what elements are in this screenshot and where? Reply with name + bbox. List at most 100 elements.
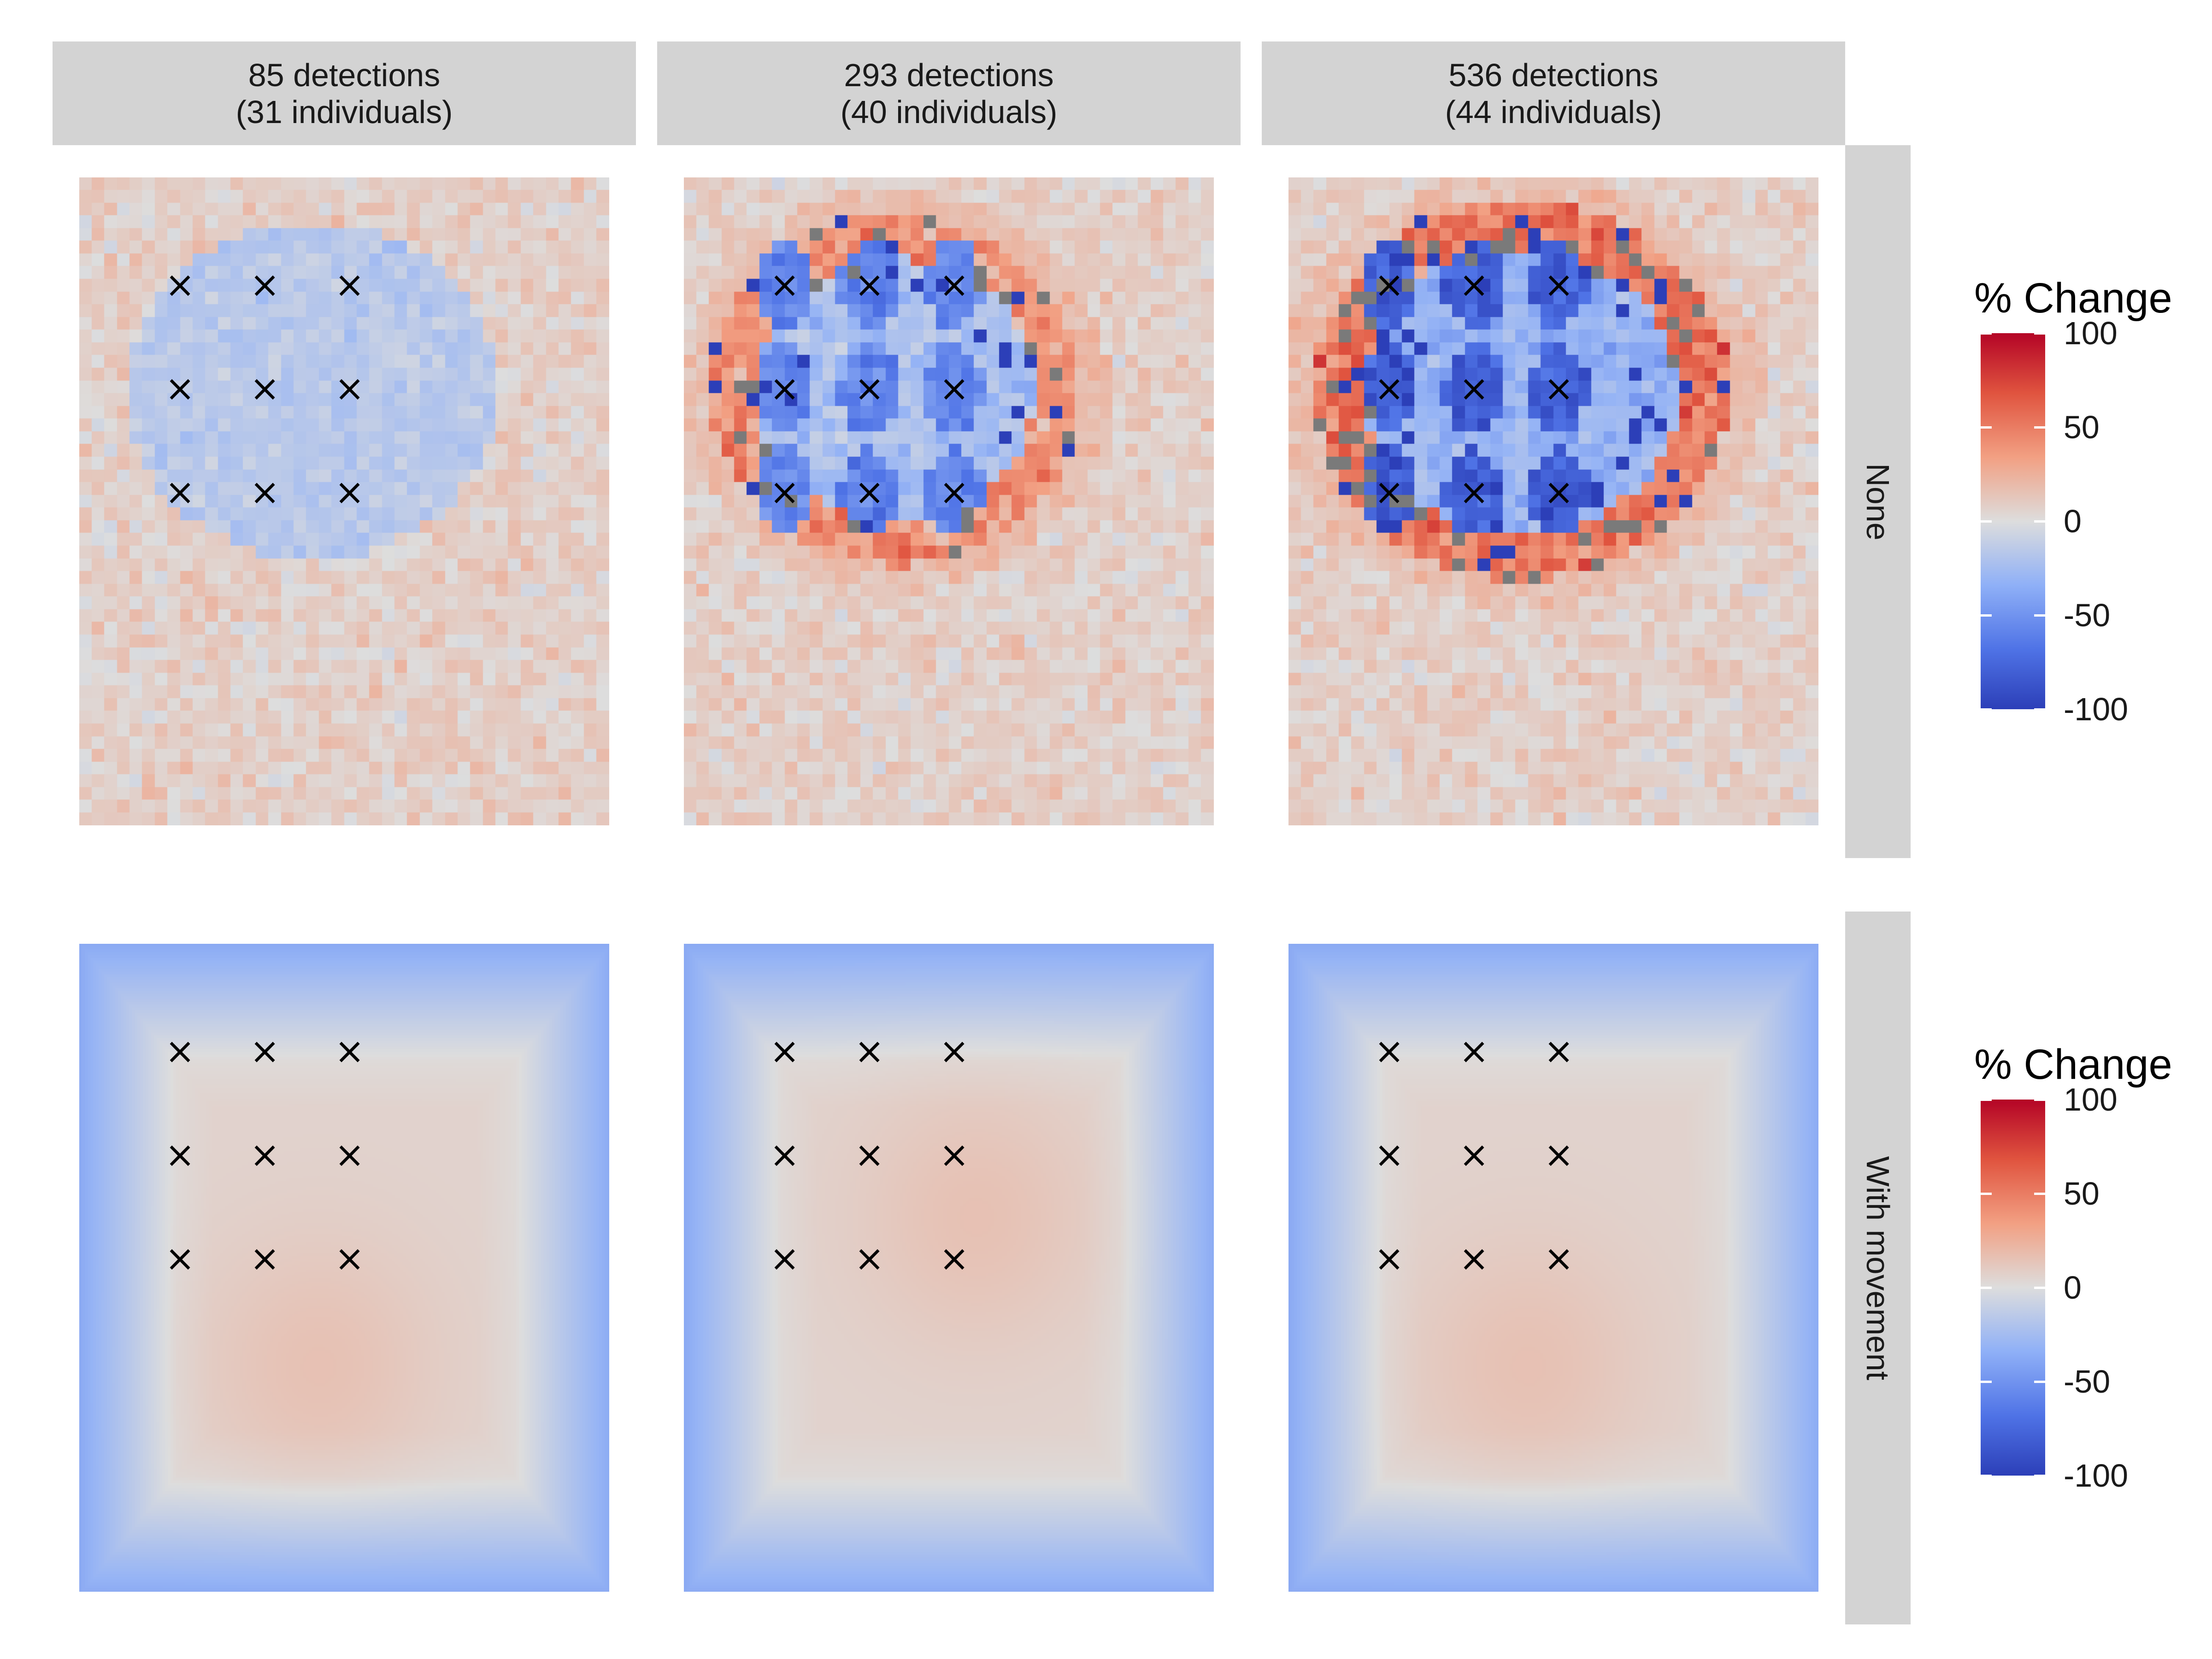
trap-marker-8: × (1459, 471, 1489, 513)
column-strip-2-line2: (40 individuals) (840, 94, 1058, 130)
trap-marker-7: × (1374, 1238, 1404, 1279)
legend-tick-left (1981, 1099, 1992, 1101)
trap-marker-7: × (770, 471, 800, 513)
trap-marker-2: × (250, 264, 280, 306)
legend-tick-label: 50 (2064, 1176, 2100, 1212)
trap-marker-1: × (165, 264, 195, 306)
heatmap-raster (684, 944, 1214, 1592)
legend-tick-left (1981, 426, 1992, 429)
heatmap-panel-none-536: × × × × × × × × × (1288, 177, 1818, 825)
trap-layer: × × × × × × × × × (1374, 1030, 1574, 1279)
trap-marker-6: × (335, 368, 365, 409)
trap-marker-9: × (1544, 471, 1574, 513)
heatmap-panel-movement-536: × × × × × × × × × (1288, 944, 1818, 1592)
trap-marker-9: × (1544, 1238, 1574, 1279)
heatmap-panel-movement-85: × × × × × × × × × (79, 944, 609, 1592)
heatmap-raster (1288, 944, 1818, 1592)
legend-tick-right (2034, 1193, 2045, 1195)
trap-marker-6: × (939, 1134, 969, 1176)
trap-marker-5: × (854, 368, 884, 409)
trap-marker-4: × (770, 1134, 800, 1176)
trap-marker-7: × (165, 471, 195, 513)
trap-marker-5: × (1459, 1134, 1489, 1176)
legend-tick-label: 100 (2064, 1082, 2118, 1118)
color-legend-bottom: % Change 100 50 0 -50 -100 (1974, 1041, 2212, 1501)
trap-marker-8: × (854, 471, 884, 513)
legend-tick-label: 0 (2064, 1270, 2082, 1306)
trap-marker-2: × (250, 1030, 280, 1072)
trap-marker-3: × (335, 1030, 365, 1072)
trap-marker-5: × (854, 1134, 884, 1176)
column-strip-2-line1: 293 detections (844, 57, 1054, 93)
trap-layer: × × × × × × × × × (165, 264, 365, 513)
trap-marker-4: × (165, 1134, 195, 1176)
trap-marker-8: × (250, 1238, 280, 1279)
trap-marker-1: × (770, 264, 800, 306)
legend-tick-label: -100 (2064, 691, 2129, 727)
trap-marker-1: × (1374, 264, 1404, 306)
trap-marker-3: × (1544, 264, 1574, 306)
trap-marker-5: × (250, 368, 280, 409)
legend-tick-left (1981, 708, 1992, 711)
heatmap-raster (684, 177, 1214, 825)
trap-marker-4: × (1374, 1134, 1404, 1176)
heatmap-raster (79, 177, 609, 825)
trap-marker-4: × (770, 368, 800, 409)
legend-tick-left (1981, 332, 1992, 335)
legend-tick-left (1981, 520, 1992, 523)
column-strip-1: 85 detections (31 individuals) (53, 41, 636, 145)
trap-marker-2: × (1459, 264, 1489, 306)
trap-marker-1: × (1374, 1030, 1404, 1072)
column-strip-1-line1: 85 detections (248, 57, 441, 93)
legend-tick-label: 0 (2064, 503, 2082, 539)
trap-marker-3: × (1544, 1030, 1574, 1072)
trap-marker-9: × (335, 1238, 365, 1279)
legend-tick-left (1981, 614, 1992, 617)
trap-marker-5: × (250, 1134, 280, 1176)
heatmap-raster (79, 944, 609, 1592)
color-legend-top: % Change 100 50 0 -50 -100 (1974, 274, 2212, 735)
row-strip-with-movement-label: With movement (1860, 1156, 1896, 1380)
heatmap-panel-movement-293: × × × × × × × × × (684, 944, 1214, 1592)
trap-marker-9: × (939, 471, 969, 513)
row-strip-none: None (1845, 145, 1911, 858)
trap-marker-6: × (939, 368, 969, 409)
column-strip-1-line2: (31 individuals) (235, 94, 453, 130)
row-strip-none-label: None (1860, 463, 1896, 541)
row-strip-with-movement: With movement (1845, 912, 1911, 1624)
legend-tick-left (1981, 1287, 1992, 1289)
legend-tick-label: -50 (2064, 597, 2111, 633)
legend-tick-left (1981, 1475, 1992, 1477)
legend-tick-right (2034, 332, 2045, 335)
trap-marker-8: × (1459, 1238, 1489, 1279)
trap-marker-2: × (854, 264, 884, 306)
trap-marker-5: × (1459, 368, 1489, 409)
legend-tick-label: -50 (2064, 1364, 2111, 1400)
trap-layer: × × × × × × × × × (770, 1030, 969, 1279)
legend-tick-right (2034, 708, 2045, 711)
trap-marker-6: × (335, 1134, 365, 1176)
trap-layer: × × × × × × × × × (165, 1030, 365, 1279)
column-strip-2: 293 detections (40 individuals) (657, 41, 1241, 145)
trap-marker-4: × (1374, 368, 1404, 409)
trap-marker-1: × (770, 1030, 800, 1072)
trap-marker-6: × (1544, 368, 1574, 409)
column-strip-3: 536 detections (44 individuals) (1262, 41, 1845, 145)
column-strip-3-line2: (44 individuals) (1445, 94, 1662, 130)
trap-marker-6: × (1544, 1134, 1574, 1176)
trap-marker-3: × (939, 264, 969, 306)
trap-marker-2: × (854, 1030, 884, 1072)
legend-tick-right (2034, 1287, 2045, 1289)
trap-marker-8: × (250, 471, 280, 513)
trap-marker-9: × (939, 1238, 969, 1279)
trap-marker-4: × (165, 368, 195, 409)
trap-marker-7: × (165, 1238, 195, 1279)
trap-marker-8: × (854, 1238, 884, 1279)
trap-marker-3: × (335, 264, 365, 306)
legend-title: % Change (1974, 275, 2172, 322)
heatmap-raster (1288, 177, 1818, 825)
trap-layer: × × × × × × × × × (770, 264, 969, 513)
trap-marker-7: × (770, 1238, 800, 1279)
heatmap-panel-none-293: × × × × × × × × × (684, 177, 1214, 825)
